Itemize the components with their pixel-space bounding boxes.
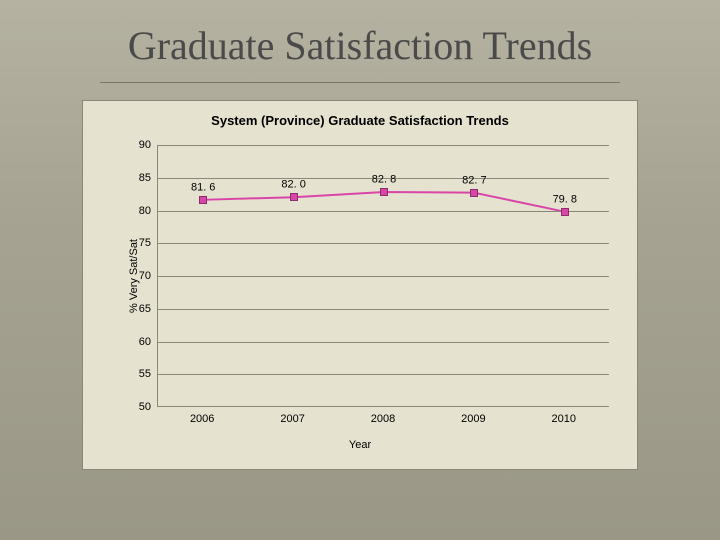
slide-background: Graduate Satisfaction Trends System (Pro… <box>0 0 720 540</box>
y-tick-label: 90 <box>127 139 151 151</box>
x-tick-label: 2009 <box>443 413 503 425</box>
y-tick-label: 70 <box>127 270 151 282</box>
gridline <box>158 211 609 212</box>
gridline <box>158 342 609 343</box>
chart-panel: System (Province) Graduate Satisfaction … <box>82 100 638 470</box>
x-tick-label: 2007 <box>263 413 323 425</box>
data-label: 79. 8 <box>553 193 577 205</box>
x-tick-label: 2010 <box>534 413 594 425</box>
data-label: 82. 8 <box>372 174 396 186</box>
chart-title: System (Province) Graduate Satisfaction … <box>83 113 637 128</box>
y-tick-label: 75 <box>127 237 151 249</box>
gridline <box>158 309 609 310</box>
gridline <box>158 145 609 146</box>
title-underline <box>100 82 620 83</box>
data-label: 81. 6 <box>191 182 215 194</box>
y-tick-label: 50 <box>127 401 151 413</box>
x-tick-label: 2008 <box>353 413 413 425</box>
y-tick-label: 80 <box>127 205 151 217</box>
gridline <box>158 276 609 277</box>
gridline <box>158 374 609 375</box>
y-tick-label: 60 <box>127 336 151 348</box>
data-label: 82. 7 <box>462 174 486 186</box>
data-marker <box>380 188 388 196</box>
x-tick-label: 2006 <box>172 413 232 425</box>
y-tick-label: 65 <box>127 303 151 315</box>
data-marker <box>199 196 207 204</box>
y-tick-label: 85 <box>127 172 151 184</box>
plot-area: 81. 6 82. 0 82. 8 82. 7 79. 8 <box>157 145 609 407</box>
data-marker <box>290 193 298 201</box>
gridline <box>158 243 609 244</box>
slide-title: Graduate Satisfaction Trends <box>0 22 720 69</box>
data-marker <box>561 208 569 216</box>
data-label: 82. 0 <box>281 179 305 191</box>
y-tick-label: 55 <box>127 368 151 380</box>
data-marker <box>470 189 478 197</box>
x-axis-label: Year <box>83 439 637 451</box>
